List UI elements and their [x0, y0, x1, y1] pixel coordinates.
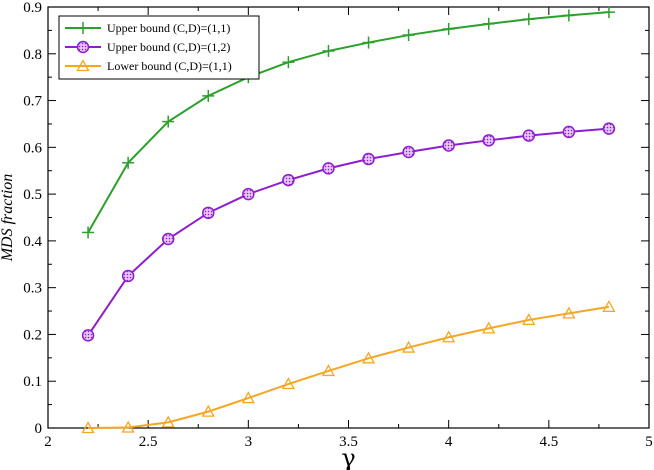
data-point-triangle-marker — [241, 391, 255, 404]
data-point-triangle-marker — [482, 321, 496, 334]
series-3 — [81, 299, 616, 434]
data-point-circle-marker — [282, 173, 295, 187]
data-point-circle-marker — [121, 269, 135, 283]
data-point-plus-marker — [362, 36, 375, 49]
data-point-triangle-marker — [562, 306, 576, 319]
x-tick-label: 3.5 — [339, 434, 358, 450]
data-point-circle-marker — [402, 145, 415, 159]
data-point-plus-marker — [522, 13, 535, 26]
series-2 — [81, 122, 616, 342]
legend: Upper bound (C,D)=(1,1) Upper bound (C,D)… — [58, 15, 260, 80]
legend-item: Upper bound (C,D)=(1,1) — [65, 21, 230, 35]
data-point-circle-marker — [442, 139, 455, 152]
axes: 2 2.5 3 3.5 4 4.5 5 0 0.1 0.2 0.3 0.4 0.5 0.6 0.7 0.8 0.… — [23, 0, 653, 450]
y-tick-label: 0.7 — [23, 94, 42, 110]
y-tick-label: 0 — [35, 421, 43, 437]
data-point-plus-marker — [322, 44, 335, 57]
data-point-triangle-marker — [602, 299, 616, 312]
legend-circle-marker — [76, 40, 90, 54]
x-tick-label: 2.5 — [139, 434, 158, 450]
series-line — [87, 11, 610, 233]
data-point-circle-marker — [202, 206, 215, 220]
y-tick-label: 0.1 — [23, 374, 42, 390]
x-tick-label: 3 — [245, 434, 253, 450]
series-line — [87, 127, 610, 336]
x-tick-label: 2 — [44, 434, 52, 450]
x-tick-label: 4.5 — [539, 434, 558, 450]
legend-plus-marker — [77, 22, 89, 34]
data-point-plus-marker — [442, 22, 455, 35]
y-tick-label: 0.6 — [23, 140, 42, 156]
legend-label: Lower bound (C,D)=(1,1) — [107, 59, 232, 73]
y-tick-label: 0.2 — [23, 327, 42, 343]
y-tick-label: 0.8 — [23, 47, 42, 63]
data-point-circle-marker — [322, 162, 335, 175]
data-point-triangle-marker — [442, 330, 456, 343]
data-point-circle-marker — [242, 187, 255, 201]
series-1 — [82, 6, 615, 239]
data-point-circle-marker — [562, 125, 576, 139]
data-point-plus-marker — [82, 226, 95, 239]
y-axis-title: MDS fraction — [0, 174, 16, 263]
data-point-plus-marker — [282, 56, 295, 69]
data-point-plus-marker — [402, 29, 415, 42]
data-point-triangle-marker — [522, 313, 536, 326]
plot-area — [81, 6, 616, 434]
data-point-triangle-marker — [81, 421, 95, 434]
x-tick-label: 5 — [645, 434, 653, 450]
data-point-triangle-marker — [321, 364, 336, 377]
legend-triangle-marker — [76, 59, 90, 72]
data-point-circle-marker — [522, 129, 536, 142]
data-point-plus-marker — [562, 9, 575, 22]
data-point-circle-marker — [362, 152, 375, 166]
data-point-triangle-marker — [161, 415, 175, 428]
data-point-plus-marker — [122, 156, 135, 169]
legend-item: Lower bound (C,D)=(1,1) — [65, 59, 232, 73]
y-tick-label: 0.5 — [23, 187, 42, 203]
legend-label: Upper bound (C,D)=(1,2) — [107, 40, 230, 54]
y-tick-label: 0.9 — [23, 0, 42, 16]
data-point-triangle-marker — [201, 404, 215, 417]
data-point-plus-marker — [162, 115, 175, 128]
legend-item: Upper bound (C,D)=(1,2) — [65, 40, 230, 54]
data-point-triangle-marker — [361, 351, 376, 364]
data-point-plus-marker — [482, 17, 495, 30]
series-line — [88, 305, 610, 429]
data-point-circle-marker — [482, 134, 495, 147]
data-point-triangle-marker — [402, 340, 416, 353]
data-point-plus-marker — [202, 89, 215, 102]
x-axis-title: γ — [341, 444, 355, 470]
y-tick-label: 0.4 — [23, 234, 42, 250]
data-point-triangle-marker — [121, 420, 135, 433]
y-tick-label: 0.3 — [23, 281, 42, 297]
x-tick-label: 4 — [445, 434, 453, 450]
data-point-circle-marker — [81, 329, 95, 342]
data-point-circle-marker — [602, 122, 616, 135]
data-point-plus-marker — [602, 6, 615, 19]
data-point-triangle-marker — [281, 377, 295, 390]
data-point-circle-marker — [161, 232, 175, 246]
legend-label: Upper bound (C,D)=(1,1) — [107, 21, 230, 35]
